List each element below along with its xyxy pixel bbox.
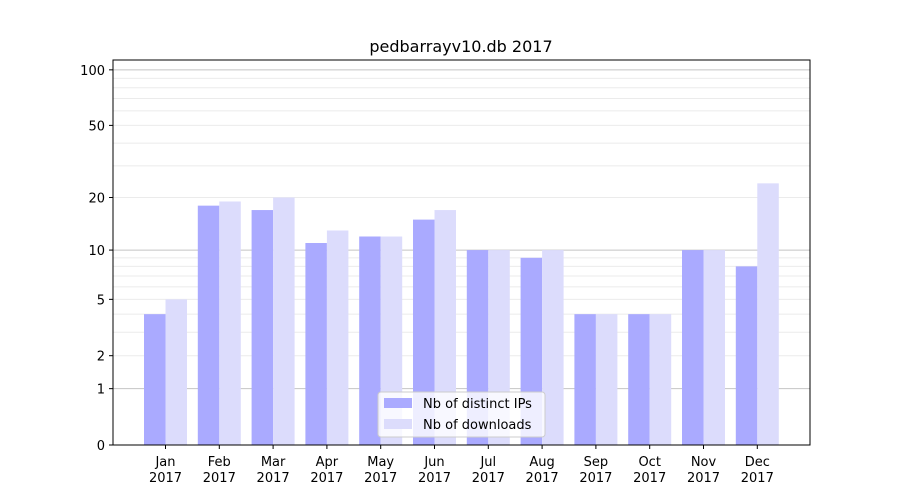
bar-distinct-ips — [197, 205, 220, 445]
bar-downloads — [757, 183, 779, 445]
bar-distinct-ips — [144, 314, 166, 445]
y-axis: 0 1 2 5 10 20 50 100 — [80, 64, 113, 454]
y-tick-label: 1 — [97, 383, 105, 398]
bar-downloads — [542, 250, 564, 445]
x-tick-label-month: Mar — [261, 455, 286, 470]
y-tick-label: 5 — [97, 293, 105, 308]
y-tick-label: 20 — [88, 192, 105, 207]
bar-distinct-ips — [359, 236, 381, 445]
bar-downloads — [326, 230, 349, 445]
legend-swatch — [384, 419, 412, 429]
x-tick-label-year: 2017 — [579, 471, 612, 486]
legend-swatch — [384, 398, 412, 408]
bar-distinct-ips — [251, 210, 274, 445]
x-tick-label-month: Jan — [154, 455, 175, 470]
bar-downloads — [219, 201, 241, 445]
x-tick-label-month: Jul — [479, 455, 496, 470]
bar-downloads — [703, 250, 725, 445]
x-tick-label-month: Dec — [745, 455, 770, 470]
bar-distinct-ips — [735, 266, 758, 445]
y-tick-label: 100 — [80, 64, 105, 79]
x-tick-label-month: Sep — [584, 455, 609, 470]
x-tick-label-year: 2017 — [310, 471, 343, 486]
x-tick-label-year: 2017 — [418, 471, 451, 486]
x-tick-label-year: 2017 — [149, 471, 182, 486]
x-tick-label-year: 2017 — [472, 471, 505, 486]
plot-frame — [112, 59, 811, 446]
x-tick-label-month: Oct — [638, 455, 660, 470]
legend-box — [377, 391, 546, 438]
y-tick-label: 10 — [88, 244, 105, 259]
x-axis: Jan2017Feb2017Mar2017Apr2017May2017Jun20… — [149, 445, 774, 486]
bar-downloads — [649, 314, 672, 445]
y-tick-label: 2 — [97, 350, 105, 365]
bar-downloads — [434, 210, 456, 445]
legend-label: Nb of downloads — [423, 418, 532, 433]
x-tick-label-month: Nov — [691, 455, 717, 470]
bar-distinct-ips — [305, 243, 327, 445]
bar-downloads — [165, 299, 187, 445]
bar-distinct-ips — [628, 314, 650, 445]
bar-downloads — [273, 197, 295, 445]
bar-distinct-ips — [413, 219, 435, 445]
x-tick-label-year: 2017 — [687, 471, 720, 486]
x-tick-label-year: 2017 — [364, 471, 397, 486]
x-tick-label-month: Aug — [529, 455, 554, 470]
legend-label: Nb of distinct IPs — [423, 397, 532, 412]
x-tick-label-year: 2017 — [526, 471, 559, 486]
y-tick-label: 50 — [88, 119, 105, 134]
x-tick-label-month: Feb — [208, 455, 231, 470]
bar-downloads — [595, 314, 618, 445]
x-tick-label-year: 2017 — [633, 471, 666, 486]
x-tick-label-month: Jun — [423, 455, 444, 470]
bar-distinct-ips — [682, 250, 704, 445]
x-tick-label-year: 2017 — [257, 471, 290, 486]
x-tick-label-month: May — [367, 455, 394, 470]
x-tick-label-year: 2017 — [203, 471, 236, 486]
legend: Nb of distinct IPs Nb of downloads — [377, 391, 546, 438]
y-tick-label: 0 — [97, 439, 105, 454]
bar-distinct-ips — [574, 314, 596, 445]
x-tick-label-year: 2017 — [741, 471, 774, 486]
chart-title: pedbarrayv10.db 2017 — [369, 37, 552, 56]
x-tick-label-month: Apr — [316, 455, 339, 470]
